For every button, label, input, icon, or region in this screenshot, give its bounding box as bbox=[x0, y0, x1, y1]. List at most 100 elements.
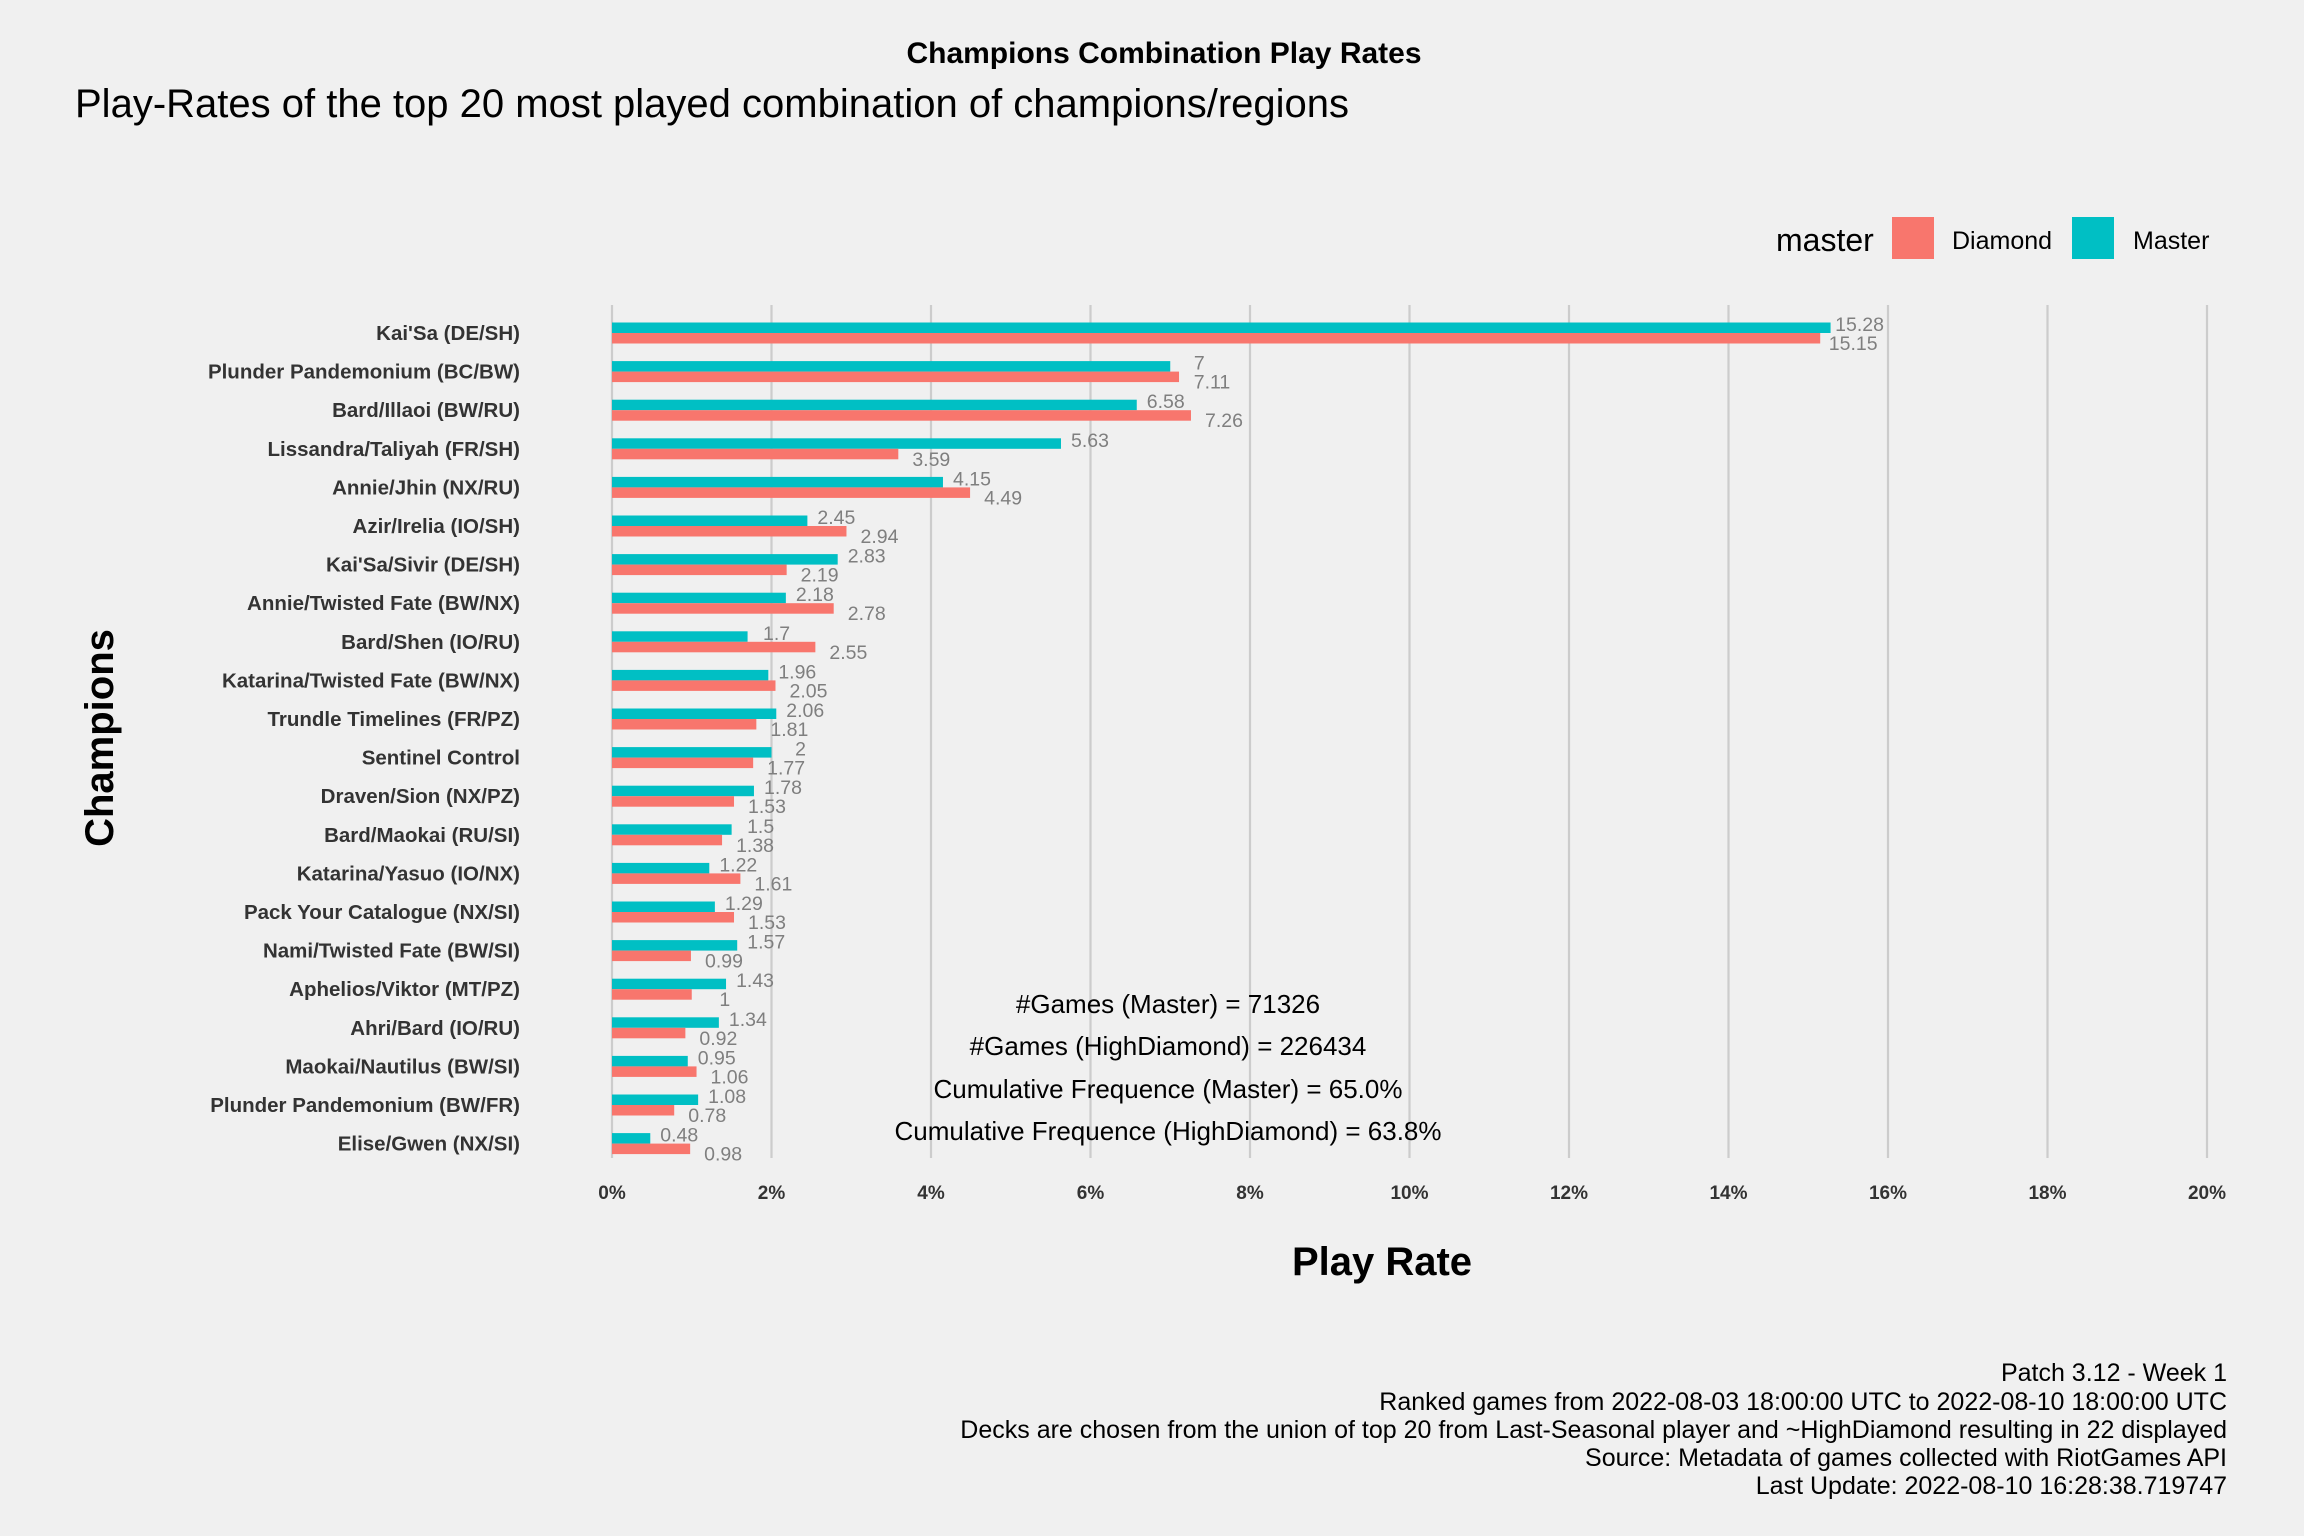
data-label-master-5: 2.45 bbox=[817, 507, 855, 529]
bar-diamond-10 bbox=[612, 719, 757, 730]
bar-diamond-19 bbox=[612, 1066, 697, 1077]
bars bbox=[612, 322, 1831, 1155]
data-label-master-0: 15.28 bbox=[1835, 314, 1884, 336]
data-label-master-16: 1.57 bbox=[747, 932, 785, 954]
data-label-master-1: 7 bbox=[1194, 353, 1205, 375]
data-label-master-13: 1.5 bbox=[747, 816, 774, 838]
category-label-15: Pack Your Catalogue (NX/SI) bbox=[244, 901, 520, 924]
bar-master-3 bbox=[612, 438, 1061, 449]
x-tick-label-4: 8% bbox=[1236, 1183, 1264, 1204]
category-label-20: Plunder Pandemonium (BW/FR) bbox=[210, 1094, 520, 1117]
chart-title: Champions Combination Play Rates bbox=[906, 37, 1421, 70]
data-label-master-12: 1.78 bbox=[764, 777, 802, 799]
bar-diamond-1 bbox=[612, 371, 1180, 383]
bar-master-10 bbox=[612, 708, 777, 719]
stats-annotations: #Games (Master) = 71326 #Games (HighDiam… bbox=[895, 989, 1442, 1146]
data-label-diamond-6: 2.19 bbox=[801, 565, 839, 587]
bar-diamond-3 bbox=[612, 448, 899, 460]
data-label-master-18: 1.34 bbox=[729, 1009, 767, 1031]
bar-diamond-2 bbox=[612, 410, 1191, 421]
x-tick-label-10: 20% bbox=[2188, 1183, 2226, 1204]
data-label-diamond-20: 0.78 bbox=[688, 1105, 726, 1127]
bar-diamond-11 bbox=[612, 757, 754, 769]
category-label-6: Kai'Sa/Sivir (DE/SH) bbox=[326, 554, 520, 577]
x-tick-label-9: 18% bbox=[2028, 1183, 2066, 1204]
data-label-diamond-10: 1.81 bbox=[770, 719, 808, 741]
bar-master-11 bbox=[612, 747, 772, 758]
bar-diamond-8 bbox=[612, 641, 816, 653]
bar-diamond-4 bbox=[612, 487, 971, 498]
bar-diamond-6 bbox=[612, 564, 787, 576]
caption-line-patch: Patch 3.12 - Week 1 bbox=[2001, 1359, 2227, 1387]
bar-diamond-18 bbox=[612, 1027, 686, 1039]
bar-master-14 bbox=[612, 862, 710, 874]
data-label-diamond-13: 1.38 bbox=[736, 835, 774, 857]
bar-diamond-12 bbox=[612, 796, 735, 807]
bar-master-16 bbox=[612, 940, 738, 951]
category-label-2: Bard/Illaoi (BW/RU) bbox=[332, 399, 520, 422]
chart-subtitle: Play-Rates of the top 20 most played com… bbox=[75, 82, 1349, 126]
category-label-5: Azir/Irelia (IO/SH) bbox=[353, 515, 520, 538]
caption-line-update: Last Update: 2022-08-10 16:28:38.719747 bbox=[1756, 1472, 2227, 1500]
category-label-3: Lissandra/Taliyah (FR/SH) bbox=[267, 438, 520, 461]
category-label-10: Trundle Timelines (FR/PZ) bbox=[268, 708, 521, 731]
bar-master-8 bbox=[612, 631, 748, 642]
legend-label-master: Master bbox=[2133, 227, 2209, 255]
annotation-games-highdiamond: #Games (HighDiamond) = 226434 bbox=[970, 1031, 1367, 1061]
category-label-14: Katarina/Yasuo (IO/NX) bbox=[297, 862, 520, 885]
category-label-13: Bard/Maokai (RU/SI) bbox=[324, 824, 520, 847]
data-label-master-20: 1.08 bbox=[708, 1086, 746, 1108]
x-tick-label-8: 16% bbox=[1869, 1183, 1907, 1204]
bar-master-0 bbox=[612, 322, 1831, 333]
category-label-21: Elise/Gwen (NX/SI) bbox=[338, 1133, 520, 1156]
x-tick-label-6: 12% bbox=[1550, 1183, 1588, 1204]
data-label-diamond-21: 0.98 bbox=[704, 1144, 742, 1166]
bar-diamond-17 bbox=[612, 989, 692, 1000]
x-tick-label-5: 10% bbox=[1390, 1183, 1428, 1204]
bar-master-4 bbox=[612, 476, 943, 488]
data-label-master-17: 1.43 bbox=[736, 970, 774, 992]
data-label-master-14: 1.22 bbox=[719, 854, 757, 876]
data-label-diamond-14: 1.61 bbox=[754, 873, 792, 895]
caption-line-decks: Decks are chosen from the union of top 2… bbox=[960, 1416, 2227, 1444]
bar-master-21 bbox=[612, 1133, 651, 1144]
x-tick-label-3: 6% bbox=[1077, 1183, 1105, 1204]
bar-master-20 bbox=[612, 1094, 699, 1105]
data-label-diamond-9: 2.05 bbox=[790, 680, 828, 702]
data-label-master-2: 6.58 bbox=[1147, 391, 1185, 413]
legend-swatch-master bbox=[2072, 217, 2114, 259]
category-label-9: Katarina/Twisted Fate (BW/NX) bbox=[222, 669, 520, 692]
bar-diamond-15 bbox=[612, 912, 735, 923]
x-axis-title: Play Rate bbox=[1292, 1240, 1472, 1284]
bar-diamond-14 bbox=[612, 873, 741, 884]
bar-diamond-13 bbox=[612, 834, 723, 846]
bar-diamond-16 bbox=[612, 950, 691, 962]
annotation-games-master: #Games (Master) = 71326 bbox=[1016, 989, 1320, 1019]
annotation-cumfreq-highdiamond: Cumulative Frequence (HighDiamond) = 63.… bbox=[895, 1116, 1442, 1146]
data-label-master-10: 2.06 bbox=[786, 700, 824, 722]
bar-master-18 bbox=[612, 1017, 719, 1028]
bar-master-1 bbox=[612, 361, 1171, 372]
bar-diamond-21 bbox=[612, 1143, 691, 1155]
category-label-17: Aphelios/Viktor (MT/PZ) bbox=[289, 978, 520, 1001]
data-label-diamond-18: 0.92 bbox=[699, 1028, 737, 1050]
data-label-master-4: 4.15 bbox=[953, 468, 991, 490]
data-label-diamond-12: 1.53 bbox=[748, 796, 786, 818]
data-label-diamond-15: 1.53 bbox=[748, 912, 786, 934]
category-label-19: Maokai/Nautilus (BW/SI) bbox=[285, 1055, 520, 1078]
legend: master Diamond Master bbox=[1776, 217, 2209, 259]
caption-line-source: Source: Metadata of games collected with… bbox=[1585, 1444, 2227, 1472]
bar-master-6 bbox=[612, 554, 838, 565]
category-label-18: Ahri/Bard (IO/RU) bbox=[350, 1017, 520, 1040]
data-label-master-19: 0.95 bbox=[698, 1047, 736, 1069]
annotation-cumfreq-master: Cumulative Frequence (Master) = 65.0% bbox=[934, 1074, 1403, 1104]
x-tick-label-2: 4% bbox=[917, 1183, 945, 1204]
bar-diamond-5 bbox=[612, 526, 847, 537]
x-tick-label-7: 14% bbox=[1709, 1183, 1747, 1204]
bar-master-15 bbox=[612, 901, 715, 912]
x-tick-label-1: 2% bbox=[758, 1183, 786, 1204]
legend-swatch-diamond bbox=[1892, 217, 1934, 259]
data-label-master-11: 2 bbox=[795, 739, 806, 761]
